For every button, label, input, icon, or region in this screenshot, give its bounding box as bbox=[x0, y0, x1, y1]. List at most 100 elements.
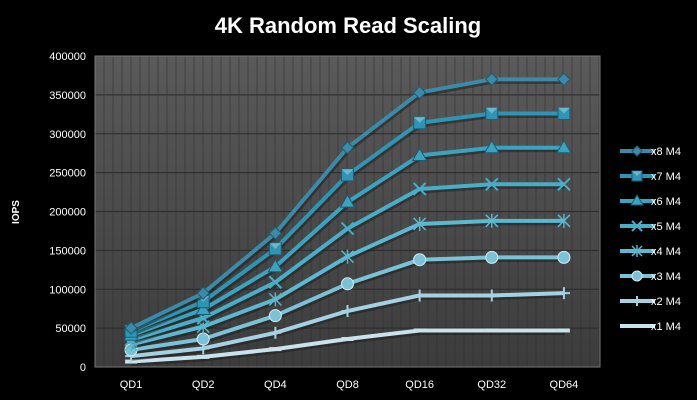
data-point bbox=[268, 275, 283, 289]
data-point bbox=[413, 289, 426, 302]
data-point bbox=[412, 182, 427, 196]
data-point bbox=[632, 324, 642, 328]
data-point-highlight bbox=[341, 168, 354, 175]
data-point-highlight bbox=[413, 116, 426, 123]
plot-border bbox=[94, 55, 601, 368]
data-point bbox=[341, 168, 354, 182]
legend-item: x6 M4 bbox=[620, 194, 681, 208]
x-tick-label: QD2 bbox=[192, 379, 215, 391]
data-point bbox=[197, 354, 210, 359]
data-point bbox=[557, 250, 571, 264]
data-point bbox=[268, 242, 282, 256]
legend-label: x7 M4 bbox=[651, 171, 681, 183]
legend-item: x8 M4 bbox=[620, 145, 681, 158]
data-point bbox=[632, 296, 642, 306]
data-point-highlight bbox=[632, 171, 642, 176]
data-point bbox=[485, 177, 499, 191]
x-tick-label: QD64 bbox=[550, 379, 579, 391]
data-point bbox=[557, 72, 571, 87]
series-layer bbox=[123, 72, 572, 367]
legend-label: x4 M4 bbox=[651, 246, 681, 258]
legend-label: x8 M4 bbox=[651, 146, 681, 158]
legend-label: x5 M4 bbox=[651, 221, 681, 233]
legend-item: x5 M4 bbox=[620, 220, 681, 233]
data-point bbox=[341, 337, 354, 342]
data-point bbox=[485, 289, 498, 302]
data-point-highlight bbox=[485, 107, 498, 114]
legend-item: x3 M4 bbox=[620, 270, 681, 283]
y-tick-label: 350000 bbox=[49, 90, 86, 102]
data-point-highlight bbox=[557, 107, 570, 114]
data-point bbox=[485, 72, 499, 87]
legend-label: x1 M4 bbox=[651, 321, 681, 333]
data-point bbox=[631, 220, 643, 232]
data-point bbox=[485, 107, 499, 121]
legend-item: x4 M4 bbox=[620, 245, 681, 258]
data-point bbox=[341, 277, 354, 291]
legend-item: x2 M4 bbox=[620, 296, 681, 308]
x-axis-ticks: QD1 QD2 QD4 QD8 QD16 QD32 QD64 bbox=[120, 379, 579, 391]
legend-item: x7 M4 bbox=[620, 170, 681, 183]
data-point bbox=[485, 328, 498, 333]
legend-item: x1 M4 bbox=[620, 321, 681, 333]
x-tick-label: QD1 bbox=[120, 379, 143, 391]
data-point bbox=[413, 328, 426, 333]
data-point bbox=[411, 147, 428, 162]
data-point bbox=[557, 287, 570, 300]
series-x4-m4 bbox=[124, 213, 571, 352]
data-point bbox=[267, 258, 284, 273]
x-tick-label: QD8 bbox=[336, 379, 359, 391]
data-point bbox=[483, 139, 500, 154]
y-tick-label: 150000 bbox=[49, 245, 86, 257]
y-tick-label: 200000 bbox=[49, 207, 86, 219]
series-x6-m4 bbox=[123, 139, 572, 341]
y-tick-label: 250000 bbox=[49, 168, 86, 180]
data-point bbox=[196, 332, 210, 346]
data-point bbox=[485, 213, 499, 228]
y-axis-label: IOPS bbox=[11, 200, 22, 224]
y-axis-ticks: 0 50000 100000 150000 200000 250000 300000 3500… bbox=[49, 51, 86, 374]
series-x8-m4 bbox=[124, 72, 571, 335]
data-point bbox=[556, 139, 572, 154]
data-point bbox=[340, 141, 355, 155]
data-point bbox=[630, 194, 644, 206]
data-point bbox=[557, 328, 570, 333]
legend-label: x6 M4 bbox=[651, 196, 681, 208]
data-point bbox=[557, 107, 571, 121]
data-point bbox=[196, 286, 210, 300]
x-tick-label: QD32 bbox=[477, 379, 506, 391]
data-point bbox=[269, 326, 282, 339]
data-point bbox=[631, 245, 643, 257]
data-point bbox=[268, 226, 283, 240]
data-point bbox=[124, 321, 138, 335]
legend-label: x2 M4 bbox=[651, 296, 681, 308]
data-point bbox=[341, 305, 354, 318]
data-point bbox=[413, 216, 427, 231]
data-point bbox=[557, 213, 571, 228]
data-point-highlight bbox=[269, 242, 282, 249]
series-x2-m4 bbox=[125, 287, 570, 363]
chart-title: 4K Random Read Scaling bbox=[215, 13, 482, 38]
data-point bbox=[413, 253, 427, 267]
y-tick-label: 400000 bbox=[49, 51, 86, 63]
data-point bbox=[268, 309, 282, 323]
legend: x8 M4 x7 M4 x6 M4 x5 M4 x4 M4 x3 M4 x2 M4 x1 M4 bbox=[620, 145, 681, 333]
data-point bbox=[340, 221, 355, 236]
legend-label: x3 M4 bbox=[651, 271, 681, 283]
y-tick-label: 50000 bbox=[55, 323, 86, 335]
data-point bbox=[485, 250, 499, 264]
data-point bbox=[631, 170, 643, 182]
data-point bbox=[413, 116, 427, 130]
y-tick-label: 0 bbox=[80, 362, 86, 374]
data-point bbox=[195, 301, 212, 315]
data-point bbox=[557, 177, 571, 191]
x-tick-label: QD4 bbox=[264, 379, 287, 391]
data-point bbox=[340, 249, 355, 264]
x-tick-label: QD16 bbox=[405, 379, 434, 391]
data-point bbox=[631, 270, 643, 282]
y-tick-label: 300000 bbox=[49, 129, 86, 141]
data-point bbox=[631, 145, 643, 157]
data-point bbox=[339, 194, 356, 208]
data-point bbox=[412, 85, 427, 100]
